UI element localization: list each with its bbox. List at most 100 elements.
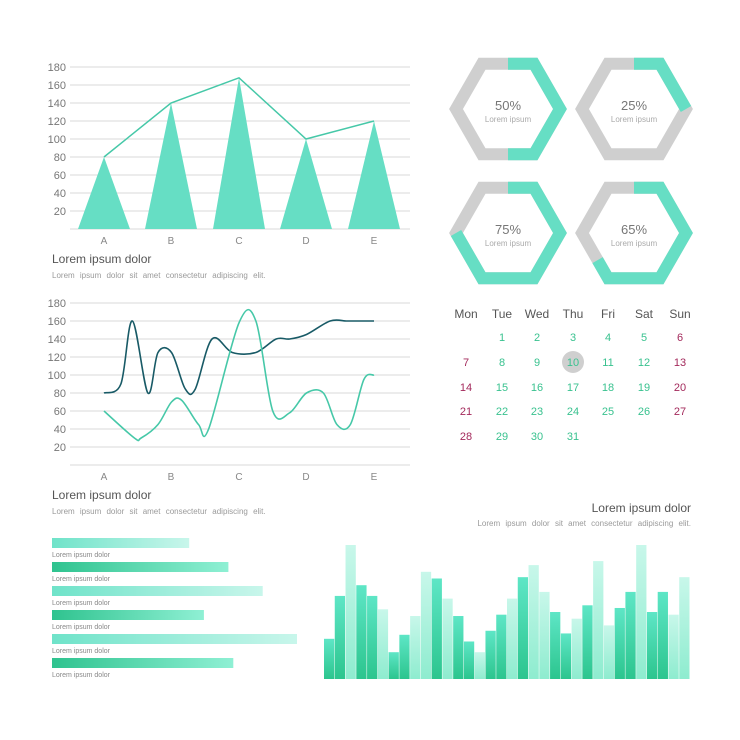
hbar	[52, 562, 229, 572]
calendar-day: 17	[567, 382, 579, 394]
vbar	[388, 652, 399, 679]
weekday-label: Sat	[635, 307, 654, 321]
vbar	[550, 612, 561, 679]
peak-line	[103, 76, 375, 158]
y-tick-label: 20	[54, 442, 66, 454]
calendar-day: 7	[463, 357, 469, 369]
chart1-title: Lorem ipsum dolor	[52, 252, 152, 266]
calendar-day: 18	[602, 382, 614, 394]
vbar	[517, 577, 529, 679]
weekday-label: Fri	[601, 307, 615, 321]
y-tick-label: 60	[54, 170, 66, 182]
x-tick-label: D	[302, 236, 309, 247]
calendar-day: 19	[638, 382, 650, 394]
series-line	[103, 319, 374, 396]
y-tick-label: 180	[48, 298, 66, 310]
calendar-day: 20	[674, 382, 686, 394]
y-tick-label: 140	[48, 334, 66, 346]
weekday-label: Sun	[669, 307, 690, 321]
triangle-bar	[145, 103, 197, 229]
ring-percent: 75%	[495, 222, 521, 237]
calendar-day: 2	[534, 332, 540, 344]
hbar-label: Lorem ipsum dolor	[52, 648, 111, 655]
vbar	[356, 585, 367, 679]
chart1-subtitle: Lorem ipsum dolor sit amet consectetur a…	[52, 271, 266, 280]
x-tick-label: C	[235, 236, 242, 247]
calendar-day: 27	[674, 406, 686, 418]
triangle-bar	[280, 139, 332, 229]
calendar-day: 21	[460, 406, 472, 418]
calendar-day: 3	[570, 332, 576, 344]
chart2-title: Lorem ipsum dolor	[52, 488, 152, 502]
hbar-label: Lorem ipsum dolor	[52, 624, 111, 631]
weekday-label: Mon	[454, 307, 477, 321]
x-tick-label: A	[101, 472, 108, 483]
calendar-day: 28	[460, 431, 472, 443]
ring-caption: Lorem ipsum	[611, 115, 658, 124]
x-tick-label: C	[235, 472, 242, 483]
hbar	[52, 634, 297, 644]
today-highlight	[562, 351, 584, 373]
progress-ring-fill	[575, 181, 693, 285]
vbar	[399, 634, 410, 679]
calendar-day: 12	[638, 357, 650, 369]
triangle-bar	[213, 77, 265, 229]
chart4-title: Lorem ipsum dolor	[591, 501, 691, 515]
vbar	[593, 561, 604, 679]
calendar-day: 1	[499, 332, 505, 344]
calendar-day: 26	[638, 406, 650, 418]
hbar	[52, 586, 263, 596]
vbar	[668, 614, 679, 679]
calendar-day: 10	[567, 357, 579, 369]
vbar	[463, 641, 475, 679]
y-tick-label: 160	[48, 80, 66, 92]
vbar	[431, 578, 442, 679]
vbar	[474, 652, 485, 679]
y-tick-label: 180	[48, 62, 66, 74]
vbar	[560, 633, 572, 679]
ring-percent: 25%	[621, 98, 647, 113]
ring-caption: Lorem ipsum	[485, 239, 532, 248]
calendar-day: 30	[531, 431, 543, 443]
y-tick-label: 80	[54, 152, 66, 164]
vbar	[410, 616, 421, 679]
triangle-bar	[78, 157, 130, 229]
progress-ring-fill	[449, 181, 567, 285]
hbar-label: Lorem ipsum dolor	[52, 672, 111, 679]
y-tick-label: 80	[54, 388, 66, 400]
calendar-day: 24	[567, 406, 579, 418]
vbar	[571, 618, 582, 679]
progress-ring-fill	[575, 57, 693, 161]
vbar	[582, 605, 593, 679]
vbar	[377, 609, 389, 679]
vbar	[539, 591, 550, 679]
x-tick-label: A	[101, 236, 108, 247]
weekday-label: Wed	[525, 307, 549, 321]
ring-caption: Lorem ipsum	[611, 239, 658, 248]
calendar-day: 6	[677, 332, 683, 344]
calendar-day: 16	[531, 382, 543, 394]
y-tick-label: 160	[48, 316, 66, 328]
calendar-day: 14	[460, 382, 472, 394]
vbar	[420, 571, 432, 679]
y-tick-label: 120	[48, 352, 66, 364]
calendar-day: 23	[531, 406, 543, 418]
ring-percent: 65%	[621, 222, 647, 237]
vbar	[334, 595, 346, 679]
x-tick-label: E	[371, 472, 378, 483]
vbar	[657, 591, 668, 679]
calendar-day: 22	[496, 406, 508, 418]
y-tick-label: 20	[54, 206, 66, 218]
calendar-day: 25	[602, 406, 614, 418]
x-tick-label: E	[371, 236, 378, 247]
vbar	[324, 638, 335, 679]
calendar-day: 15	[496, 382, 508, 394]
x-tick-label: D	[302, 472, 309, 483]
hbar	[52, 538, 190, 548]
calendar-day: 13	[674, 357, 686, 369]
vbar	[507, 598, 518, 679]
hbar-label: Lorem ipsum dolor	[52, 576, 111, 583]
vbar	[367, 595, 378, 679]
y-tick-label: 120	[48, 116, 66, 128]
